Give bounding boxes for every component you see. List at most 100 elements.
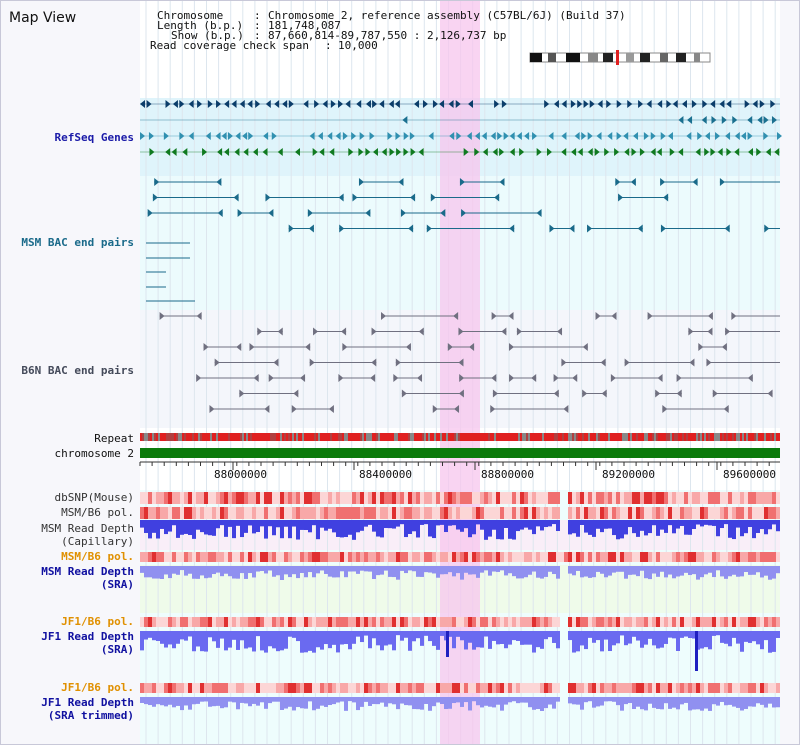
polymorphism-cell: [472, 507, 476, 519]
polymorphism-cell: [536, 507, 540, 519]
read-depth-bar: [656, 520, 660, 536]
gene-feature: [509, 148, 515, 156]
bac-end: [410, 193, 416, 202]
read-depth-bar: [172, 520, 176, 526]
polymorphism-cell: [152, 507, 156, 519]
gene-feature: [561, 148, 567, 156]
repeat-block: [554, 433, 556, 441]
polymorphism-cell: [712, 617, 716, 627]
track-label-msm-depth-sra[interactable]: MSM Read Depth: [41, 565, 134, 578]
track-label-dbsnp[interactable]: dbSNP(Mouse): [54, 491, 134, 504]
repeat-block: [214, 433, 216, 441]
polymorphism-cell: [196, 492, 200, 504]
repeat-block: [386, 433, 388, 441]
polymorphism-cell: [768, 552, 772, 562]
polymorphism-cell: [208, 617, 212, 627]
bac-end: [458, 389, 464, 398]
read-depth-bar: [664, 520, 668, 533]
read-depth-bar: [680, 520, 684, 526]
repeat-block: [648, 433, 650, 441]
polymorphism-cell: [544, 507, 548, 519]
read-depth-bar: [384, 520, 388, 529]
repeat-block: [492, 433, 494, 441]
ideogram-band: [626, 53, 634, 62]
polymorphism-cell: [260, 617, 264, 627]
bac-end: [492, 389, 498, 398]
track-label-b6n-bac[interactable]: B6N BAC end pairs: [21, 364, 134, 377]
gene-feature: [263, 132, 269, 140]
gene-feature: [770, 100, 776, 108]
track-label-jf1-b6-pol[interactable]: JF1/B6 pol.: [61, 615, 134, 628]
polymorphism-cell: [492, 683, 496, 693]
repeat-block: [454, 433, 456, 441]
read-depth-bar: [648, 566, 652, 580]
polymorphism-cell: [760, 683, 764, 693]
repeat-block: [624, 433, 626, 441]
polymorphism-cell: [652, 552, 656, 562]
track-label-msm-depth-capillary[interactable]: MSM Read Depth: [41, 522, 134, 535]
read-depth-bar: [528, 520, 532, 530]
repeat-block: [658, 433, 660, 441]
read-depth-bar: [368, 631, 372, 649]
read-depth-bar: [272, 566, 276, 577]
repeat-block: [342, 433, 344, 441]
track-label-msm-b6-pol-2[interactable]: MSM/B6 pol.: [61, 550, 134, 563]
repeat-block: [580, 433, 582, 441]
read-depth-bar: [520, 697, 524, 703]
bac-end: [154, 178, 160, 186]
polymorphism-cell: [268, 492, 272, 504]
gene-feature: [197, 100, 203, 108]
read-depth-bar: [472, 631, 476, 650]
gene-feature: [752, 100, 758, 108]
polymorphism-cell: [436, 492, 440, 504]
polymorphism-cell: [444, 507, 448, 519]
read-depth-bar: [160, 520, 164, 529]
repeat-block: [438, 433, 440, 441]
polymorphism-cell: [276, 617, 280, 627]
polymorphism-cell: [428, 683, 432, 693]
track-label-jf1-depth-trimmed[interactable]: JF1 Read Depth: [41, 696, 134, 709]
gene-feature: [216, 100, 222, 108]
read-depth-bar: [648, 520, 652, 534]
track-label-msm-b6-pol[interactable]: MSM/B6 pol.: [61, 506, 134, 519]
gene-feature: [763, 132, 769, 140]
track-label-msm-bac[interactable]: MSM BAC end pairs: [21, 236, 134, 249]
read-depth-bar: [588, 566, 592, 578]
repeat-block: [468, 433, 470, 441]
polymorphism-cell: [456, 683, 460, 693]
polymorphism-cell: [308, 507, 312, 519]
read-depth-bar: [724, 520, 728, 525]
polymorphism-cell: [716, 617, 720, 627]
polymorphism-cell: [404, 507, 408, 519]
bac-end: [630, 178, 636, 186]
track-label-jf1-depth[interactable]: JF1 Read Depth: [41, 630, 134, 643]
read-depth-bar: [260, 520, 264, 527]
read-depth-bar: [148, 697, 152, 706]
gene-feature: [616, 132, 622, 140]
read-depth-bar: [624, 697, 628, 705]
polymorphism-cell: [288, 552, 292, 562]
polymorphism-cell: [532, 507, 536, 519]
polymorphism-cell: [200, 507, 204, 519]
read-depth-bar: [756, 697, 760, 704]
read-depth-bar: [456, 631, 460, 637]
polymorphism-cell: [344, 507, 348, 519]
read-depth-bar: [440, 631, 444, 636]
gene-feature: [234, 148, 240, 156]
track-label-jf1-b6-pol-2[interactable]: JF1/B6 pol.: [61, 681, 134, 694]
polymorphism-cell: [772, 507, 776, 519]
repeat-block: [524, 433, 526, 441]
read-depth-bar: [536, 631, 540, 648]
bac-end: [454, 405, 460, 413]
bac-end: [655, 389, 661, 398]
polymorphism-cell: [308, 552, 312, 562]
gene-feature: [372, 148, 378, 156]
track-label-refseq-genes[interactable]: RefSeq Genes: [54, 131, 134, 144]
repeat-block: [666, 433, 668, 441]
polymorphism-cell: [332, 552, 336, 562]
read-depth-bar: [528, 631, 532, 645]
polymorphism-cell: [736, 507, 740, 519]
polymorphism-cell: [360, 683, 364, 693]
read-depth-bar: [300, 631, 304, 653]
